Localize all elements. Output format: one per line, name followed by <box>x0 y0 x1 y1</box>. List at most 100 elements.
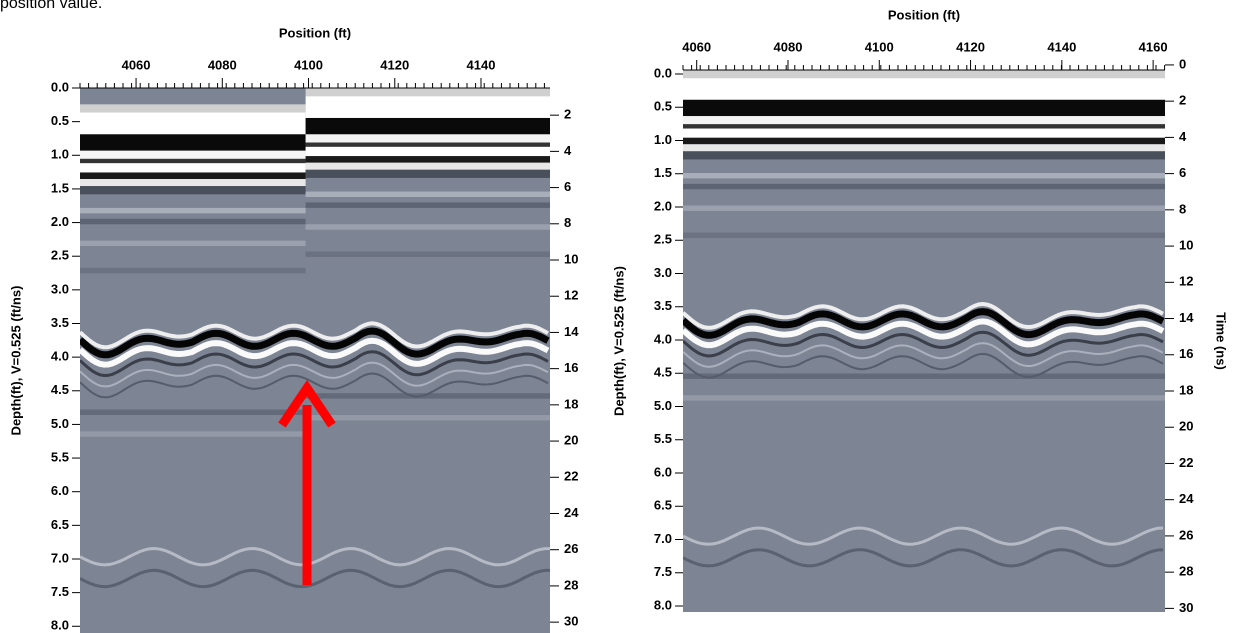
depth-tick-label: 5.0 <box>51 416 69 431</box>
depth-axis-label: Depth(ft), V=0.525 (ft/ns) <box>611 266 626 416</box>
time-axis-label: Time (ns) <box>1214 312 1229 370</box>
depth-tick-label: 1.0 <box>51 147 69 162</box>
band <box>80 186 306 195</box>
radargram <box>683 70 1165 612</box>
arrow-head <box>278 379 336 428</box>
band <box>80 240 306 247</box>
band <box>683 395 1165 401</box>
band <box>683 128 1165 138</box>
time-tick-label: 6 <box>1179 165 1186 180</box>
depth-axis-label: Depth(ft), V=0.525 (ft/ns) <box>8 286 23 436</box>
time-tick-label: 22 <box>1179 455 1193 470</box>
hyperbola <box>80 568 550 589</box>
x-tick-label: 4160 <box>1139 39 1168 54</box>
band <box>683 78 1165 100</box>
depth-tick-label: 7.0 <box>654 531 672 546</box>
band <box>80 150 306 159</box>
radargram <box>80 88 550 633</box>
time-tick-label: 8 <box>564 215 571 230</box>
time-tick-label: 18 <box>1179 382 1193 397</box>
time-tick-label: 12 <box>1179 274 1193 289</box>
reflector <box>683 308 1165 339</box>
time-tick-label: 4 <box>564 143 572 158</box>
radargram-image <box>683 70 1165 612</box>
depth-tick-label: 3.5 <box>51 315 69 330</box>
x-tick-label: 4120 <box>380 57 409 72</box>
x-tick-label: 4060 <box>682 39 711 54</box>
band <box>305 134 550 143</box>
depth-tick-label: 3.0 <box>51 281 69 296</box>
depth-tick-label: 4.5 <box>51 382 69 397</box>
band <box>683 137 1165 145</box>
reflector <box>80 350 549 378</box>
band <box>80 409 306 415</box>
band <box>305 415 550 421</box>
band <box>80 104 306 113</box>
time-tick-label: 16 <box>564 360 578 375</box>
reflector <box>683 352 1164 379</box>
time-tick-label: 28 <box>564 577 578 592</box>
band <box>683 124 1165 129</box>
band <box>80 267 306 274</box>
band <box>305 146 550 157</box>
reflector <box>683 330 1164 358</box>
hyperbola <box>683 548 1164 568</box>
band <box>683 172 1165 179</box>
time-tick-label: 4 <box>1179 129 1187 144</box>
caption-fragment: position value. <box>0 0 102 12</box>
depth-tick-label: 1.0 <box>654 132 672 147</box>
reflector <box>80 321 549 350</box>
x-tick-label: 4120 <box>956 39 985 54</box>
depth-tick-label: 5.5 <box>51 449 69 464</box>
time-tick-label: 14 <box>1179 310 1194 325</box>
depth-tick-label: 6.5 <box>654 498 672 513</box>
x-tick-label: 4060 <box>122 57 151 72</box>
hyperbola <box>80 546 550 567</box>
depth-tick-label: 2.0 <box>51 214 69 229</box>
x-tick-label: 4140 <box>467 57 496 72</box>
depth-tick-label: 0.5 <box>654 99 672 114</box>
band <box>305 251 550 257</box>
time-tick-label: 26 <box>564 541 578 556</box>
time-tick-label: 0 <box>1179 56 1186 71</box>
depth-tick-label: 7.5 <box>654 564 672 579</box>
x-tick-label: 4100 <box>865 39 894 54</box>
band <box>305 202 550 208</box>
depth-tick-label: 6.5 <box>51 517 69 532</box>
band <box>683 373 1165 379</box>
band <box>683 99 1165 117</box>
time-tick-label: 10 <box>564 251 578 266</box>
band <box>305 88 550 97</box>
depth-tick-label: 2.5 <box>654 232 672 247</box>
time-tick-label: 6 <box>564 179 571 194</box>
band <box>80 207 306 214</box>
band <box>80 172 306 180</box>
x-tick-label: 4140 <box>1047 39 1076 54</box>
depth-tick-label: 4.0 <box>51 349 69 364</box>
band <box>80 163 306 173</box>
band <box>80 218 306 225</box>
depth-tick-label: 0.0 <box>654 65 672 80</box>
depth-tick-label: 6.0 <box>51 483 69 498</box>
time-tick-label: 30 <box>1179 600 1193 615</box>
depth-tick-label: 2.0 <box>654 198 672 213</box>
reflector <box>683 342 1164 368</box>
band <box>683 151 1165 160</box>
time-tick-label: 14 <box>564 324 579 339</box>
band <box>305 162 550 170</box>
depth-tick-label: 7.0 <box>51 550 69 565</box>
depth-tick-label: 8.0 <box>51 618 69 633</box>
depth-tick-label: 0.5 <box>51 113 69 128</box>
band <box>683 70 1165 79</box>
hyperbola <box>683 526 1164 546</box>
band <box>683 116 1165 125</box>
reflector <box>80 337 550 368</box>
band <box>683 144 1165 152</box>
depth-tick-label: 2.5 <box>51 248 69 263</box>
reflector <box>80 327 550 359</box>
time-tick-label: 28 <box>1179 564 1193 579</box>
depth-tick-label: 0.0 <box>51 79 69 94</box>
band <box>683 183 1165 190</box>
time-tick-label: 26 <box>1179 527 1193 542</box>
depth-tick-label: 6.0 <box>654 464 672 479</box>
